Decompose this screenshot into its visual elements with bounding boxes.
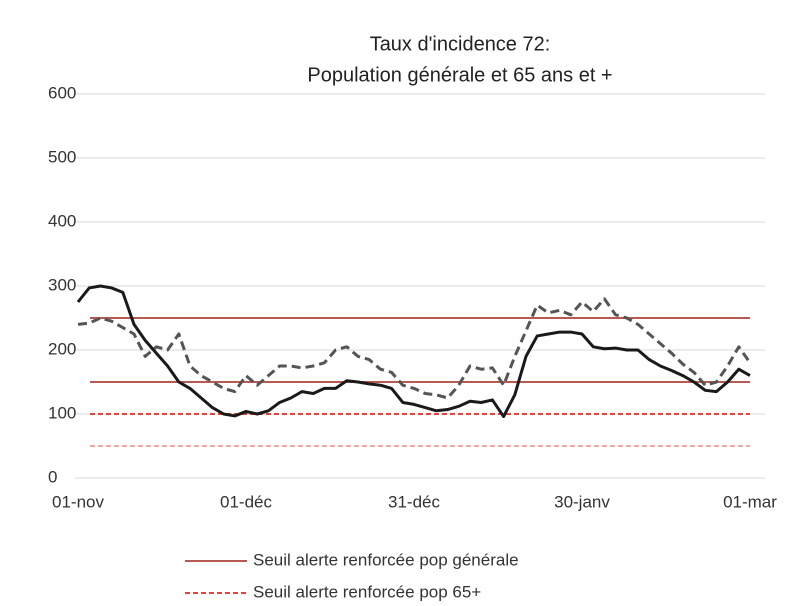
y-tick-label: 100 — [48, 403, 76, 422]
y-tick-label: 600 — [48, 83, 76, 102]
x-tick-label: 31-déc — [388, 492, 440, 511]
x-tick-label: 30-janv — [554, 492, 610, 511]
legend-label: Seuil alerte renforcée pop 65+ — [253, 582, 481, 601]
chart-subtitle: Population générale et 65 ans et + — [307, 64, 612, 86]
chart-title: Taux d'incidence 72: — [370, 33, 551, 55]
legend-label: Seuil alerte renforcée pop générale — [253, 550, 519, 569]
x-tick-label: 01-déc — [220, 492, 272, 511]
y-tick-label: 300 — [48, 275, 76, 294]
y-tick-label: 200 — [48, 339, 76, 358]
data-line — [77, 297, 752, 400]
y-tick-label: 400 — [48, 211, 76, 230]
y-tick-label: 500 — [48, 147, 76, 166]
x-tick-label: 01-mar — [723, 492, 777, 511]
y-tick-label: 0 — [48, 467, 57, 486]
data-line — [76, 284, 751, 419]
x-tick-label: 01-nov — [52, 492, 104, 511]
